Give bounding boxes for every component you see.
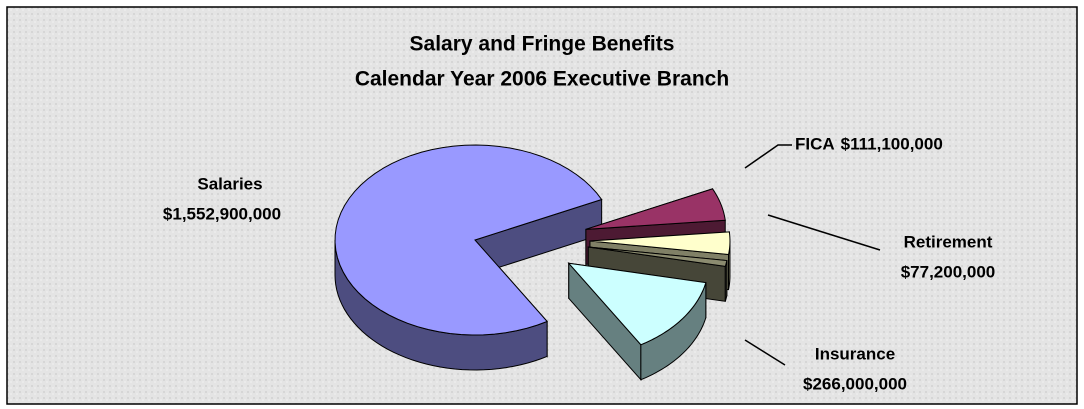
leader-line (744, 339, 786, 366)
chart-title: Salary and Fringe Benefits (410, 33, 675, 56)
value-label: $266,000,000 (803, 374, 907, 393)
leader-line (767, 214, 881, 251)
chart-subtitle: Calendar Year 2006 Executive Branch (355, 68, 729, 91)
value-label: $111,100,000 (841, 134, 943, 153)
leader-line (744, 144, 792, 169)
slice-label: Retirement (904, 232, 993, 251)
value-label: $77,200,000 (901, 262, 996, 281)
slice-label: Insurance (815, 344, 895, 363)
slice (589, 231, 731, 256)
slice (588, 246, 728, 267)
slice (585, 188, 726, 230)
slice (334, 144, 603, 336)
slice (567, 262, 707, 346)
slice-label: FICA (795, 134, 835, 153)
slice-label: Salaries (197, 174, 262, 193)
value-label: $1,552,900,000 (163, 204, 281, 223)
